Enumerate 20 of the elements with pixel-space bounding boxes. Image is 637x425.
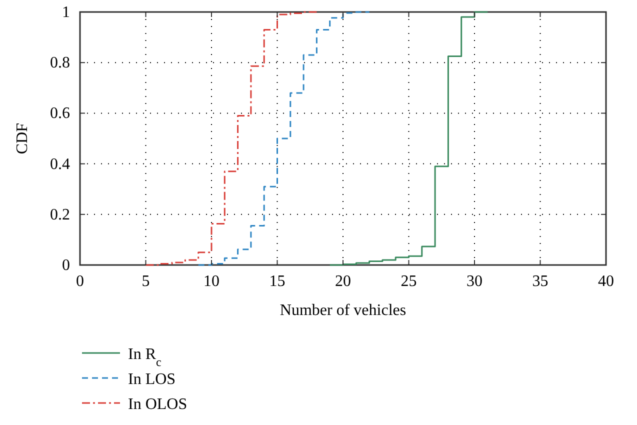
y-tick-label: 0 — [62, 257, 70, 274]
legend-label: In R$_{c}$ — [128, 346, 162, 369]
x-tick-label: 5 — [142, 273, 150, 290]
x-tick-label: 40 — [598, 273, 614, 290]
x-axis-title: Number of vehicles — [280, 302, 406, 319]
x-tick-label: 30 — [466, 273, 482, 290]
x-tick-label: 10 — [204, 273, 220, 290]
y-tick-label: 0.4 — [50, 156, 70, 173]
y-tick-label: 1 — [62, 4, 70, 21]
y-tick-label: 0.6 — [50, 105, 70, 122]
y-axis-title: CDF — [14, 122, 31, 154]
x-tick-label: 0 — [76, 273, 84, 290]
y-tick-label: 0.8 — [50, 54, 70, 72]
legend-label: In OLOS — [128, 396, 188, 413]
x-tick-label: 20 — [335, 273, 351, 290]
y-tick-label: 0.2 — [50, 206, 70, 224]
legend-label: In LOS — [128, 371, 176, 388]
x-tick-label: 25 — [400, 273, 417, 290]
x-tick-label: 35 — [532, 273, 548, 290]
x-tick-label: 15 — [269, 273, 286, 290]
